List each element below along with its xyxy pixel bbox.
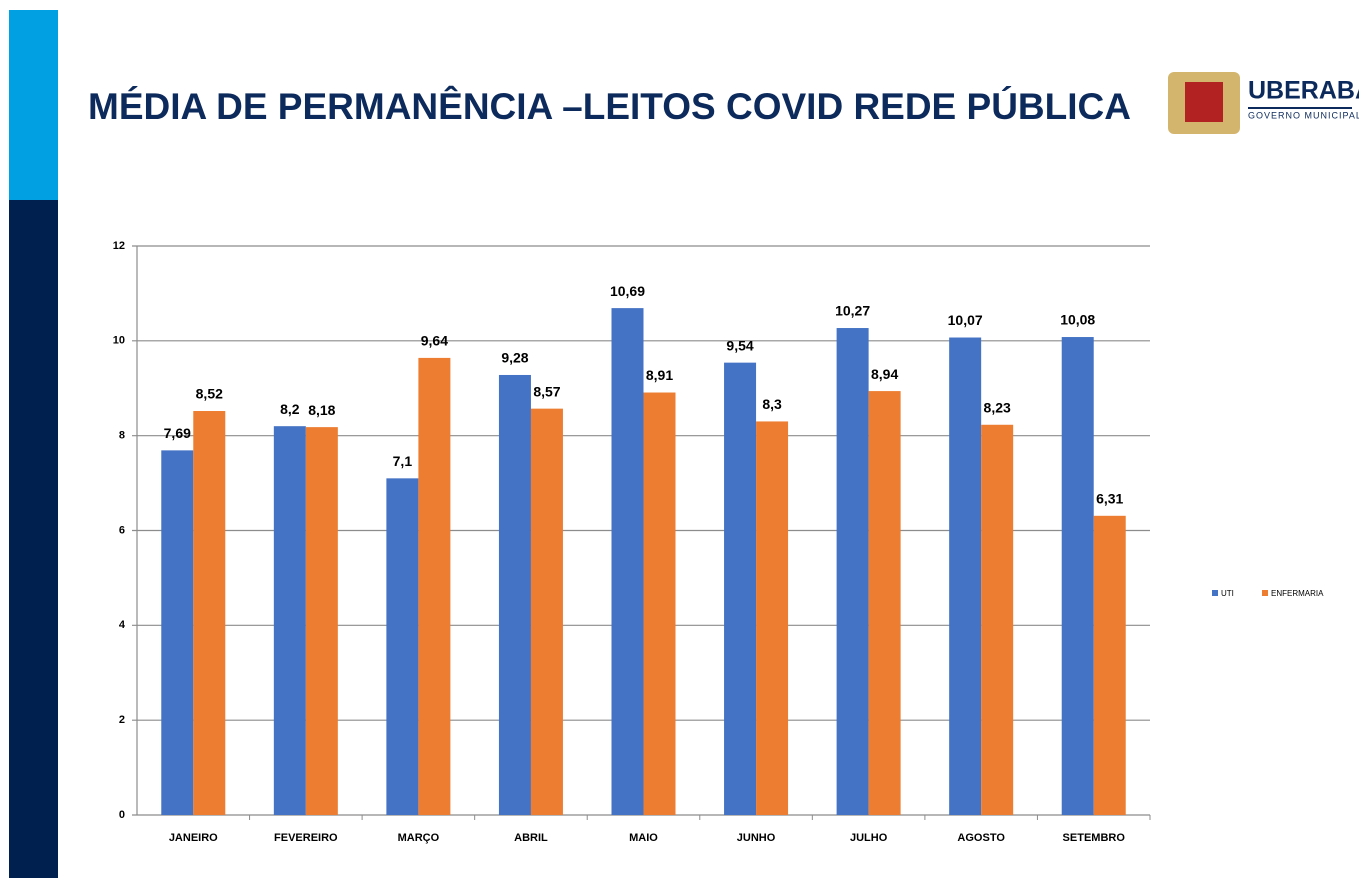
legend-swatch [1262,590,1268,596]
data-label: 7,1 [393,453,413,469]
y-tick-label: 4 [119,619,126,631]
legend-swatch [1212,590,1218,596]
logo-name: UBERABA [1248,77,1359,105]
data-label: 10,27 [835,303,870,319]
x-tick-label: MARÇO [398,832,440,844]
y-tick-label: 0 [119,809,125,821]
bar [418,357,451,815]
y-tick-label: 2 [119,714,125,726]
bar [643,392,676,815]
data-label: 10,69 [610,283,645,299]
data-label: 8,57 [533,383,560,399]
legend-label: UTI [1221,589,1234,598]
y-tick-label: 10 [113,335,125,347]
data-label: 9,54 [726,337,753,353]
logo-subtitle: GOVERNO MUNICIPAL [1248,110,1359,120]
x-tick-label: SETEMBRO [1063,832,1126,844]
data-label: 10,07 [948,312,983,328]
legend-label: ENFERMARIA [1271,589,1324,598]
y-tick-label: 8 [119,430,125,442]
y-tick-label: 12 [113,240,125,252]
logo-shield [1185,82,1223,122]
bar [756,421,789,815]
bar [724,362,757,815]
data-label: 8,91 [646,367,673,383]
data-label: 8,23 [984,399,1011,415]
chart-title: MÉDIA DE PERMANÊNCIA –LEITOS COVID REDE … [88,85,1131,127]
data-label: 7,69 [164,425,191,441]
bar [498,374,531,815]
bar [949,337,982,815]
bar [611,308,644,815]
data-label: 9,64 [421,333,448,349]
data-label: 8,52 [196,386,223,402]
data-label: 8,2 [280,401,300,417]
x-tick-label: ABRIL [514,832,548,844]
x-tick-label: JUNHO [737,832,776,844]
y-tick-label: 6 [119,524,125,536]
bar [305,427,338,815]
x-tick-label: JANEIRO [169,832,218,844]
x-tick-label: MAIO [629,832,658,844]
x-tick-label: AGOSTO [957,832,1005,844]
bar [981,424,1014,815]
data-label: 6,31 [1096,491,1123,507]
sidebar-top [9,10,58,200]
bar [386,478,419,815]
logo: UBERABA GOVERNO MUNICIPAL [1168,72,1359,134]
bar [193,411,226,815]
data-label: 10,08 [1060,312,1095,328]
sidebar-bottom [9,200,58,878]
data-label: 9,28 [501,350,528,366]
x-tick-label: JULHO [850,832,888,844]
bar [530,408,563,815]
bar [868,391,901,815]
bar [836,328,869,815]
bar [1061,337,1094,815]
bar [1093,515,1126,815]
data-label: 8,94 [871,366,898,382]
bar [273,426,306,815]
data-label: 8,18 [308,402,335,418]
x-tick-label: FEVEREIRO [274,832,338,844]
data-label: 8,3 [762,396,782,412]
bar [161,450,194,815]
